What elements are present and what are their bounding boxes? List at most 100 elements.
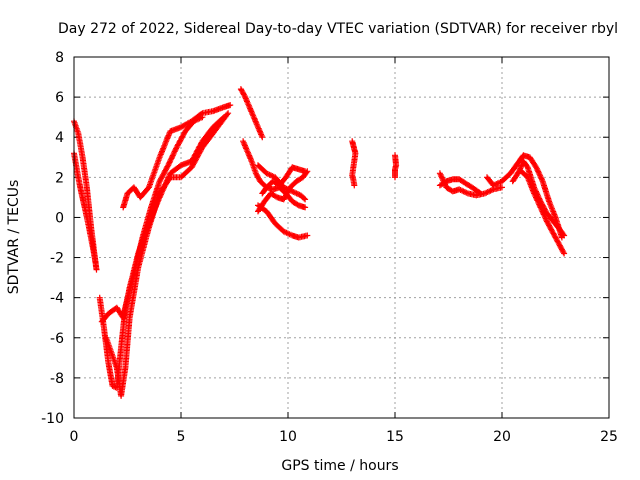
data-point [93, 266, 100, 273]
mark-layer [71, 86, 568, 399]
data-point [109, 382, 119, 391]
data-point [287, 179, 299, 191]
data-point [537, 204, 550, 224]
data-point [148, 179, 163, 211]
data-point [145, 155, 163, 191]
x-tick-label: 15 [386, 429, 404, 445]
data-point [520, 158, 530, 170]
data-point [126, 252, 141, 291]
data-point [507, 159, 522, 177]
data-point [456, 186, 470, 196]
data-point [561, 250, 568, 257]
data-point [293, 175, 305, 185]
data-point [524, 174, 537, 195]
data-point [350, 142, 357, 151]
data-point [392, 174, 398, 181]
data-point [304, 232, 311, 239]
data-point [225, 110, 232, 117]
data-point [120, 191, 131, 211]
series-arc-h [240, 138, 309, 211]
series-arc-p [436, 176, 484, 197]
y-tick-label: -4 [50, 291, 64, 307]
data-point [210, 104, 226, 115]
y-tick-label: -10 [41, 411, 64, 427]
data-point [302, 196, 309, 203]
data-point [259, 134, 266, 141]
y-tick-label: 8 [55, 50, 64, 66]
data-point [165, 145, 180, 169]
series-arc-e [103, 110, 232, 399]
data-point [550, 218, 562, 232]
data-point [145, 191, 163, 231]
data-point [156, 175, 173, 197]
data-point [516, 153, 526, 165]
data-point [392, 162, 400, 171]
series-arc-g [237, 86, 266, 141]
series-arc-f [120, 102, 234, 211]
data-point [543, 218, 556, 236]
y-tick-label: 4 [55, 130, 64, 146]
plot-frame [73, 56, 610, 419]
y-axis-label: SDTVAR / TECUs [6, 180, 22, 295]
y-tick-label: -6 [50, 331, 64, 347]
y-tick-label: 6 [55, 90, 64, 106]
data-point [156, 163, 171, 185]
data-point [499, 184, 505, 191]
data-point [237, 86, 248, 99]
data-point [561, 232, 568, 239]
x-tick-label: 25 [600, 429, 618, 445]
series-arc-b [71, 150, 99, 265]
data-point [246, 104, 257, 119]
data-point [188, 111, 205, 125]
data-point [526, 154, 539, 170]
y-tick-label: 0 [55, 210, 64, 226]
data-point [126, 266, 141, 321]
data-point [550, 230, 563, 248]
data-point [263, 208, 278, 226]
data-point [71, 150, 79, 167]
data-point [156, 129, 173, 161]
data-point [86, 224, 96, 252]
data-point [518, 168, 530, 180]
series-arc-l [255, 168, 311, 215]
x-tick-label: 10 [279, 429, 297, 445]
data-point [351, 146, 359, 155]
data-point [276, 175, 288, 189]
y-tick-label: 2 [55, 170, 64, 186]
grid-layer [74, 57, 609, 418]
data-point [546, 198, 558, 219]
data-point [137, 185, 151, 201]
data-point [227, 102, 234, 109]
data-point [509, 169, 522, 185]
data-point [543, 210, 556, 224]
data-point [289, 198, 301, 208]
data-point [462, 180, 474, 190]
data-point [477, 190, 484, 197]
data-point [280, 228, 294, 238]
data-point [173, 129, 188, 151]
data-point [272, 220, 286, 234]
data-point [539, 178, 552, 203]
data-point [531, 190, 543, 209]
data-point [118, 366, 129, 399]
data-point [297, 192, 308, 202]
data-point [267, 190, 279, 200]
x-axis-label: GPS time / hours [281, 458, 398, 474]
series-arc-k [255, 202, 311, 241]
y-tick-label: -2 [50, 251, 64, 267]
data-point [210, 111, 231, 137]
data-point [167, 163, 183, 177]
data-point [71, 118, 81, 135]
data-point [351, 182, 358, 189]
data-point [456, 176, 468, 186]
data-point [349, 138, 356, 147]
tick-layer: 0 5 10 15 20 25 -10 -8 -6 -4 -2 0 2 4 6 8 [41, 50, 618, 445]
data-point [282, 165, 295, 181]
x-tick-label: 20 [493, 429, 511, 445]
data-point [252, 170, 263, 183]
data-point [349, 172, 356, 181]
data-point [255, 162, 269, 176]
data-point [188, 145, 205, 171]
data-point [199, 125, 216, 145]
